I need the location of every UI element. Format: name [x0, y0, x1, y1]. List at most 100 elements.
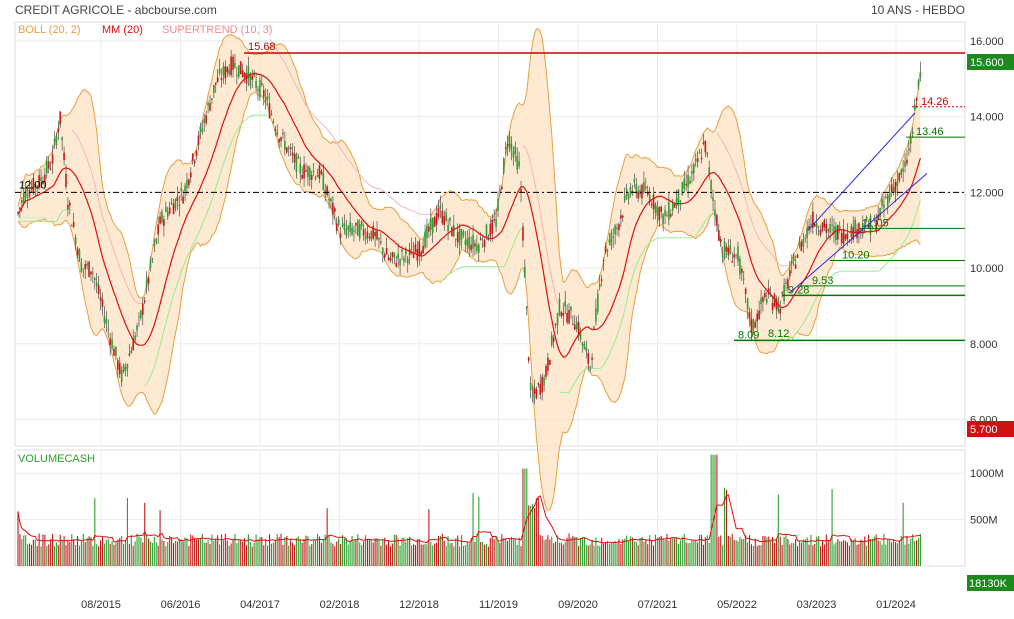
candle-body — [106, 319, 108, 324]
candle-body — [234, 63, 236, 68]
supertrend-segment — [404, 207, 406, 208]
candle-body — [743, 279, 745, 280]
candle-body — [716, 215, 718, 226]
candle-body — [664, 210, 666, 215]
candle-body — [735, 254, 737, 255]
candle-body — [219, 69, 221, 74]
candle-body — [624, 196, 626, 201]
reference-label: 12.00 — [19, 179, 47, 191]
low-price-label: 5.700 — [970, 424, 998, 436]
candle-body — [839, 226, 841, 228]
candle-body — [434, 217, 436, 227]
candle-body — [916, 98, 918, 101]
candle-body — [887, 195, 889, 206]
candle-body — [48, 161, 50, 168]
candle-body — [879, 208, 881, 217]
candle-body — [685, 184, 687, 185]
candle-body — [561, 312, 563, 316]
candle-body — [125, 367, 127, 371]
candle-body — [491, 220, 493, 234]
candle-body — [705, 141, 707, 152]
supertrend-segment — [64, 210, 66, 211]
candle-body — [814, 224, 816, 226]
candle-body — [457, 232, 459, 242]
candle-body — [71, 225, 73, 226]
candle-body — [167, 212, 169, 217]
candle-body — [225, 66, 227, 78]
candle-body — [332, 203, 334, 215]
candle-body — [150, 260, 152, 268]
candle-body — [130, 351, 132, 354]
candle-body — [255, 81, 257, 88]
candle-body — [121, 370, 123, 382]
support-label: 13.46 — [916, 126, 944, 138]
candle-body — [503, 158, 505, 172]
candle-body — [430, 218, 432, 229]
candle-body — [601, 279, 603, 281]
candle-body — [574, 325, 576, 330]
candle-body — [568, 310, 570, 323]
candle-body — [595, 308, 597, 321]
candle-body — [442, 211, 444, 224]
candle-body — [299, 164, 301, 174]
candle-body — [395, 263, 397, 266]
candle-body — [829, 224, 831, 232]
candle-body — [599, 284, 601, 287]
candle-body — [843, 229, 845, 244]
candle-body — [261, 83, 263, 84]
candle-body — [447, 225, 449, 232]
candle-body — [251, 76, 253, 80]
candle-body — [152, 259, 154, 260]
candle-body — [274, 129, 276, 131]
candle-body — [806, 227, 808, 238]
candle-body — [762, 297, 764, 302]
candle-body — [754, 322, 756, 328]
candle-body — [198, 136, 200, 145]
candle-body — [263, 90, 265, 97]
candle-body — [918, 80, 920, 86]
candle-body — [726, 246, 728, 251]
candle-body — [706, 152, 708, 154]
candle-body — [394, 253, 396, 258]
candle-body — [902, 168, 904, 171]
candle-body — [19, 208, 21, 209]
candle-body — [307, 166, 309, 177]
candle-body — [401, 250, 403, 252]
candle-body — [835, 226, 837, 240]
candle-body — [791, 261, 793, 264]
candle-body — [436, 213, 438, 224]
candle-body — [202, 129, 204, 133]
candle-body — [334, 208, 336, 212]
candle-body — [557, 313, 559, 325]
candle-body — [296, 154, 298, 172]
candle-body — [363, 229, 365, 235]
candle-body — [65, 174, 67, 187]
candle-body — [203, 119, 205, 123]
candle-body — [490, 224, 492, 237]
candle-body — [468, 237, 470, 248]
candle-body — [426, 226, 428, 238]
candle-body — [555, 324, 557, 325]
candle-body — [61, 137, 63, 140]
candle-body — [169, 208, 171, 214]
candle-body — [182, 197, 184, 204]
candle-body — [330, 198, 332, 201]
candle-body — [134, 336, 136, 341]
candle-body — [666, 215, 668, 216]
supertrend-segment — [400, 205, 402, 206]
candle-body — [820, 230, 822, 235]
candle-body — [240, 61, 242, 74]
candle-body — [461, 229, 463, 240]
candle-body — [570, 307, 572, 311]
candle-body — [100, 297, 102, 301]
candle-body — [505, 147, 507, 150]
candle-body — [587, 353, 589, 364]
candle-body — [422, 246, 424, 253]
candle-body — [309, 168, 311, 180]
candle-body — [618, 224, 620, 230]
candle-body — [802, 239, 804, 247]
candle-body — [278, 139, 280, 142]
candle-body — [336, 224, 338, 231]
candle-body — [411, 246, 413, 247]
candle-body — [226, 67, 228, 72]
